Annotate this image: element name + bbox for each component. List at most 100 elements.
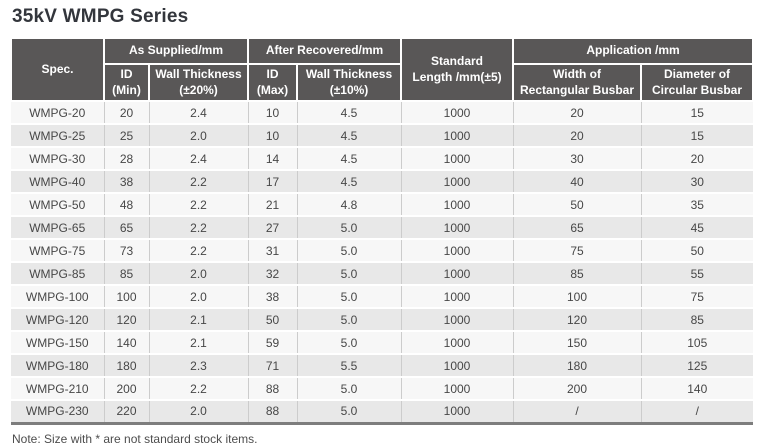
- cell-id-min: 220: [103, 399, 149, 423]
- table-row: WMPG-210 200 2.2 88 5.0 1000 200 140: [11, 376, 754, 400]
- cell-wall-thickness-20: 2.0: [148, 123, 249, 147]
- spec-table: Spec. As Supplied/mm After Recovered/mm …: [10, 37, 755, 425]
- cell-standard-length: 1000: [400, 284, 514, 308]
- cell-diameter-circular-busbar: 75: [640, 284, 754, 308]
- cell-standard-length: 1000: [400, 192, 514, 216]
- cell-id-max: 10: [247, 100, 298, 124]
- cell-wall-thickness-10: 5.0: [296, 307, 402, 331]
- cell-diameter-circular-busbar: 35: [640, 192, 754, 216]
- cell-id-max: 14: [247, 146, 298, 170]
- header-width-rectangular-busbar: Width of Rectangular Busbar: [512, 63, 643, 102]
- header-wall-thickness-10-line2: (±10%): [329, 82, 369, 97]
- cell-width-rectangular-busbar: 30: [512, 146, 642, 170]
- cell-standard-length: 1000: [400, 376, 514, 400]
- cell-id-min: 73: [103, 238, 149, 262]
- cell-wall-thickness-20: 2.0: [148, 399, 249, 423]
- cell-spec: WMPG-20: [11, 100, 104, 124]
- cell-spec: WMPG-100: [11, 284, 104, 308]
- table-row: WMPG-40 38 2.2 17 4.5 1000 40 30: [11, 169, 754, 193]
- cell-diameter-circular-busbar: 105: [640, 330, 754, 354]
- page-title: 35kV WMPG Series: [12, 6, 189, 27]
- cell-diameter-circular-busbar: 125: [640, 353, 754, 377]
- cell-standard-length: 1000: [400, 215, 514, 239]
- cell-id-max: 27: [247, 215, 298, 239]
- table-body: WMPG-20 20 2.4 10 4.5 1000 20 15 WMPG-25…: [11, 100, 754, 423]
- header-id-max: ID (Max): [247, 63, 299, 102]
- cell-wall-thickness-10: 5.0: [296, 215, 402, 239]
- cell-id-max: 88: [247, 399, 298, 423]
- cell-id-max: 88: [247, 376, 298, 400]
- cell-id-min: 20: [103, 100, 149, 124]
- cell-standard-length: 1000: [400, 261, 514, 285]
- cell-diameter-circular-busbar: 140: [640, 376, 754, 400]
- cell-wall-thickness-10: 5.0: [296, 376, 402, 400]
- table-row: WMPG-20 20 2.4 10 4.5 1000 20 15: [11, 100, 754, 124]
- cell-wall-thickness-10: 5.0: [296, 399, 402, 423]
- cell-width-rectangular-busbar: 20: [512, 123, 642, 147]
- cell-width-rectangular-busbar: 40: [512, 169, 642, 193]
- cell-id-min: 65: [103, 215, 149, 239]
- cell-diameter-circular-busbar: /: [640, 399, 754, 423]
- cell-id-max: 17: [247, 169, 298, 193]
- cell-id-min: 140: [103, 330, 149, 354]
- header-wall-thickness-20: Wall Thickness (±20%): [147, 63, 250, 102]
- cell-spec: WMPG-30: [11, 146, 104, 170]
- cell-id-min: 38: [103, 169, 149, 193]
- cell-wall-thickness-20: 2.0: [148, 261, 249, 285]
- cell-diameter-circular-busbar: 20: [640, 146, 754, 170]
- cell-diameter-circular-busbar: 85: [640, 307, 754, 331]
- table-row: WMPG-180 180 2.3 71 5.5 1000 180 125: [11, 353, 754, 377]
- cell-id-max: 50: [247, 307, 298, 331]
- cell-spec: WMPG-75: [11, 238, 104, 262]
- header-width-rectangular-busbar-line1: Width of: [553, 66, 601, 81]
- cell-diameter-circular-busbar: 15: [640, 123, 754, 147]
- cell-standard-length: 1000: [400, 146, 514, 170]
- cell-wall-thickness-10: 5.0: [296, 284, 402, 308]
- cell-id-max: 38: [247, 284, 298, 308]
- table-row: WMPG-65 65 2.2 27 5.0 1000 65 45: [11, 215, 754, 239]
- cell-wall-thickness-20: 2.4: [148, 100, 249, 124]
- table-row: WMPG-50 48 2.2 21 4.8 1000 50 35: [11, 192, 754, 216]
- cell-id-min: 120: [103, 307, 149, 331]
- cell-width-rectangular-busbar: 85: [512, 261, 642, 285]
- header-id-min-line2: (Min): [112, 82, 141, 97]
- cell-diameter-circular-busbar: 30: [640, 169, 754, 193]
- header-wall-thickness-20-line2: (±20%): [179, 82, 218, 97]
- cell-id-max: 71: [247, 353, 298, 377]
- table-header: Spec. As Supplied/mm After Recovered/mm …: [10, 37, 755, 102]
- cell-id-min: 25: [103, 123, 149, 147]
- header-id-max-line2: (Max): [256, 82, 289, 97]
- cell-wall-thickness-20: 2.2: [148, 238, 249, 262]
- cell-wall-thickness-20: 2.2: [148, 169, 249, 193]
- cell-spec: WMPG-150: [11, 330, 104, 354]
- cell-spec: WMPG-50: [11, 192, 104, 216]
- cell-wall-thickness-10: 4.5: [296, 169, 402, 193]
- cell-wall-thickness-20: 2.2: [148, 192, 249, 216]
- header-wall-thickness-10: Wall Thickness (±10%): [296, 63, 403, 102]
- header-diameter-circular-busbar-line1: Diameter of: [664, 66, 731, 81]
- table-row: WMPG-150 140 2.1 59 5.0 1000 150 105: [11, 330, 754, 354]
- cell-wall-thickness-10: 5.0: [296, 261, 402, 285]
- cell-wall-thickness-10: 4.5: [296, 100, 402, 124]
- table-row: WMPG-230 220 2.0 88 5.0 1000 / /: [11, 399, 754, 423]
- cell-wall-thickness-10: 4.8: [296, 192, 402, 216]
- table-row: WMPG-30 28 2.4 14 4.5 1000 30 20: [11, 146, 754, 170]
- table-row: WMPG-100 100 2.0 38 5.0 1000 100 75: [11, 284, 754, 308]
- cell-standard-length: 1000: [400, 100, 514, 124]
- header-id-max-line1: ID: [266, 66, 279, 81]
- cell-id-max: 59: [247, 330, 298, 354]
- table-row: WMPG-120 120 2.1 50 5.0 1000 120 85: [11, 307, 754, 331]
- cell-width-rectangular-busbar: 120: [512, 307, 642, 331]
- header-id-min-line1: ID: [120, 66, 133, 81]
- cell-spec: WMPG-40: [11, 169, 104, 193]
- cell-id-min: 180: [103, 353, 149, 377]
- cell-spec: WMPG-210: [11, 376, 104, 400]
- header-wall-thickness-20-line1: Wall Thickness: [155, 66, 242, 81]
- cell-width-rectangular-busbar: 75: [512, 238, 642, 262]
- cell-wall-thickness-20: 2.1: [148, 307, 249, 331]
- cell-width-rectangular-busbar: 100: [512, 284, 642, 308]
- cell-wall-thickness-20: 2.0: [148, 284, 249, 308]
- cell-standard-length: 1000: [400, 353, 514, 377]
- cell-spec: WMPG-180: [11, 353, 104, 377]
- cell-standard-length: 1000: [400, 399, 514, 423]
